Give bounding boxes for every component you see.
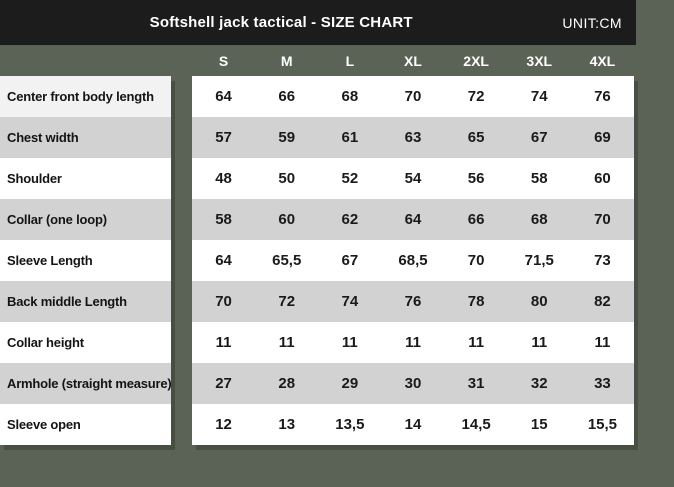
value-cell: 14 [404, 416, 422, 433]
chart-title: Softshell jack tactical - SIZE CHART [149, 14, 413, 31]
value-cell: 71,5 [524, 252, 554, 269]
value-cell: 78 [467, 293, 485, 310]
value-cell: 13 [278, 416, 296, 433]
table-row: 64 66 68 70 72 74 76 [192, 76, 634, 117]
table-row: 58 60 62 64 66 68 70 [192, 199, 634, 240]
value-cell: 15 [530, 416, 548, 433]
value-cell: 13,5 [335, 416, 365, 433]
value-cell: 70 [404, 88, 422, 105]
value-cell: 11 [468, 334, 485, 351]
table-row: 70 72 74 76 78 80 82 [192, 281, 634, 322]
value-cell: 65,5 [272, 252, 302, 269]
row-label: Sleeve open [0, 404, 171, 445]
value-cell: 67 [530, 129, 548, 146]
value-cell: 61 [341, 129, 359, 146]
table-row: 11 11 11 11 11 11 11 [192, 322, 634, 363]
table-row: 57 59 61 63 65 67 69 [192, 117, 634, 158]
value-cell: 82 [594, 293, 611, 310]
row-label: Back middle Length [0, 281, 171, 322]
value-cell: 70 [215, 293, 232, 310]
value-cell: 32 [530, 375, 548, 392]
column-header-l: L [345, 52, 355, 69]
value-cell: 12 [215, 416, 232, 433]
value-cell: 68 [530, 211, 548, 228]
value-cell: 57 [215, 129, 232, 146]
value-cell: 80 [530, 293, 548, 310]
column-header-m: M [280, 52, 293, 69]
row-label: Chest width [0, 117, 171, 158]
row-label: Sleeve Length [0, 240, 171, 281]
value-cell: 11 [531, 334, 548, 351]
table-row: 27 28 29 30 31 32 33 [192, 363, 634, 404]
unit-label: UNIT:CM [562, 14, 622, 31]
value-cell: 58 [215, 211, 232, 228]
value-cell: 11 [215, 334, 232, 351]
column-header-4xl: 4XL [589, 52, 616, 69]
value-cell: 11 [278, 334, 295, 351]
value-cell: 59 [278, 129, 296, 146]
value-cell: 76 [594, 88, 611, 105]
value-cell: 70 [467, 252, 485, 269]
value-cell: 74 [530, 88, 548, 105]
value-cell: 60 [594, 170, 611, 187]
value-cell: 27 [215, 375, 232, 392]
value-cell: 64 [215, 88, 232, 105]
value-cell: 56 [467, 170, 485, 187]
table-row: 64 65,5 67 68,5 70 71,5 73 [192, 240, 634, 281]
size-header-row: S M L XL 2XL 3XL 4XL [192, 45, 634, 76]
value-cell: 70 [594, 211, 611, 228]
column-header-s: S [218, 52, 229, 69]
value-cell: 58 [530, 170, 548, 187]
column-header-2xl: 2XL [463, 52, 489, 69]
value-cell: 52 [341, 170, 359, 187]
value-cell: 68 [341, 88, 359, 105]
value-cell: 50 [278, 170, 296, 187]
column-header-xl: XL [404, 52, 422, 69]
row-label: Center front body length [0, 76, 171, 117]
value-cell: 29 [341, 375, 359, 392]
value-cell: 33 [594, 375, 611, 392]
value-cell: 67 [341, 252, 359, 269]
value-cell: 63 [404, 129, 422, 146]
row-label: Collar (one loop) [0, 199, 171, 240]
value-cell: 11 [341, 334, 358, 351]
value-cell: 11 [594, 334, 611, 351]
value-cell: 68,5 [398, 252, 428, 269]
value-cell: 69 [594, 129, 611, 146]
row-label: Armhole (straight measure) [0, 363, 172, 404]
value-cell: 14,5 [461, 416, 491, 433]
value-cell: 64 [215, 252, 232, 269]
value-cell: 66 [278, 88, 296, 105]
value-cell: 31 [467, 375, 485, 392]
value-cell: 48 [215, 170, 232, 187]
table-row: 12 13 13,5 14 14,5 15 15,5 [192, 404, 634, 445]
value-cell: 11 [405, 334, 421, 351]
value-cell: 64 [404, 211, 422, 228]
column-header-3xl: 3XL [526, 52, 553, 69]
value-cell: 30 [404, 375, 422, 392]
row-label: Shoulder [0, 158, 171, 199]
value-cell: 76 [404, 293, 422, 310]
value-cell: 15,5 [587, 416, 618, 433]
row-label: Collar height [0, 322, 171, 363]
data-grid: 64 66 68 70 72 74 76 57 59 61 63 65 67 69 48 50 52 54 56 58… [192, 76, 634, 445]
value-cell: 60 [278, 211, 296, 228]
value-cell: 72 [278, 293, 296, 310]
value-cell: 72 [467, 88, 485, 105]
row-labels-column: Center front body length Chest width Shoul… [0, 76, 172, 445]
value-cell: 28 [278, 375, 296, 392]
table-row: 48 50 52 54 56 58 60 [192, 158, 634, 199]
value-cell: 66 [467, 211, 485, 228]
value-cell: 65 [467, 129, 485, 146]
value-cell: 62 [341, 211, 359, 228]
value-cell: 54 [404, 170, 422, 187]
title-bar: Softshell jack tactical - SIZE CHART UNI… [0, 0, 636, 45]
value-cell: 73 [594, 252, 611, 269]
value-cell: 74 [341, 293, 359, 310]
